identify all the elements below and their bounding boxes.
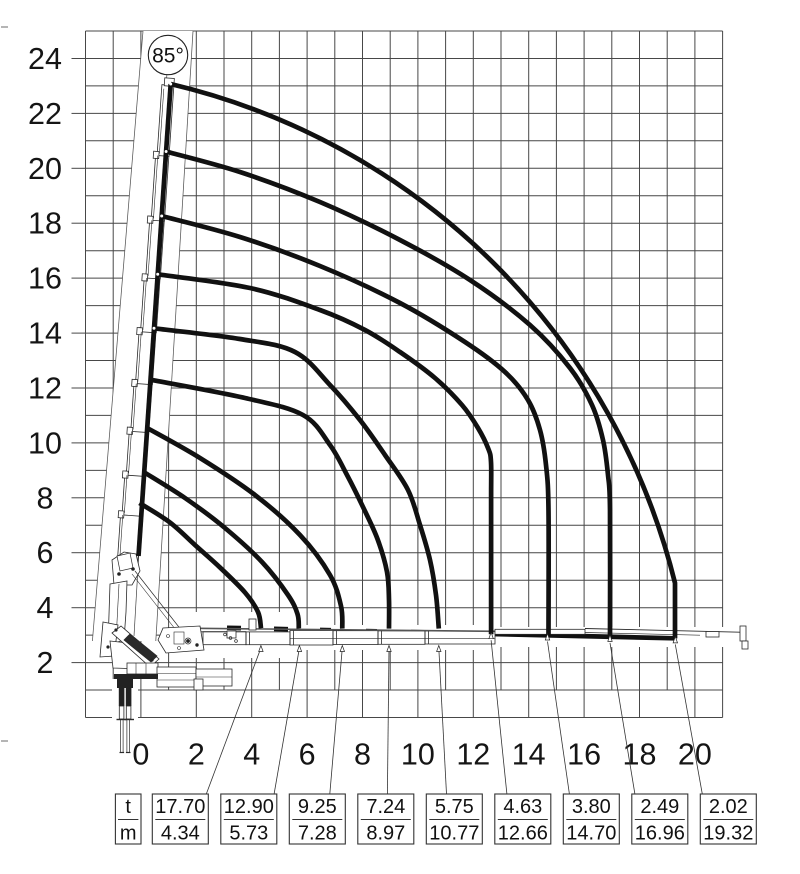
svg-text:9.25: 9.25: [298, 796, 337, 818]
svg-text:18: 18: [623, 738, 657, 772]
svg-text:2.49: 2.49: [640, 796, 679, 818]
svg-text:7.24: 7.24: [366, 796, 405, 818]
svg-text:10: 10: [28, 426, 62, 460]
svg-text:8: 8: [37, 481, 54, 515]
svg-text:4.63: 4.63: [503, 796, 542, 818]
svg-text:6: 6: [37, 536, 54, 570]
svg-text:4.34: 4.34: [161, 823, 200, 845]
svg-text:12: 12: [456, 738, 490, 772]
svg-text:t: t: [125, 796, 131, 818]
svg-text:18: 18: [28, 207, 62, 241]
svg-text:8: 8: [354, 738, 371, 772]
svg-text:5.73: 5.73: [229, 823, 268, 845]
svg-text:12.66: 12.66: [498, 823, 548, 845]
svg-text:6: 6: [299, 738, 316, 772]
svg-text:5.75: 5.75: [435, 796, 474, 818]
svg-text:2: 2: [188, 738, 205, 772]
svg-text:10: 10: [401, 738, 435, 772]
svg-text:20: 20: [28, 152, 62, 186]
svg-text:19.32: 19.32: [703, 823, 753, 845]
svg-text:22: 22: [28, 97, 62, 131]
svg-text:4: 4: [243, 738, 260, 772]
svg-text:17.70: 17.70: [155, 796, 205, 818]
svg-text:12: 12: [28, 372, 62, 406]
svg-text:85°: 85°: [152, 45, 184, 68]
svg-text:2: 2: [37, 646, 54, 680]
svg-text:12.90: 12.90: [224, 796, 274, 818]
svg-text:14.70: 14.70: [566, 823, 616, 845]
svg-text:0: 0: [132, 738, 149, 772]
svg-text:16.96: 16.96: [635, 823, 685, 845]
svg-text:14: 14: [512, 738, 546, 772]
svg-text:m: m: [120, 823, 137, 845]
svg-text:10.77: 10.77: [429, 823, 479, 845]
svg-text:7.28: 7.28: [298, 823, 337, 845]
svg-text:14: 14: [28, 317, 62, 351]
svg-text:2.02: 2.02: [709, 796, 748, 818]
svg-text:3.80: 3.80: [572, 796, 611, 818]
svg-text:8.97: 8.97: [366, 823, 405, 845]
svg-text:4: 4: [37, 591, 54, 625]
svg-text:16: 16: [28, 262, 62, 296]
svg-text:16: 16: [567, 738, 601, 772]
svg-text:24: 24: [28, 42, 62, 76]
